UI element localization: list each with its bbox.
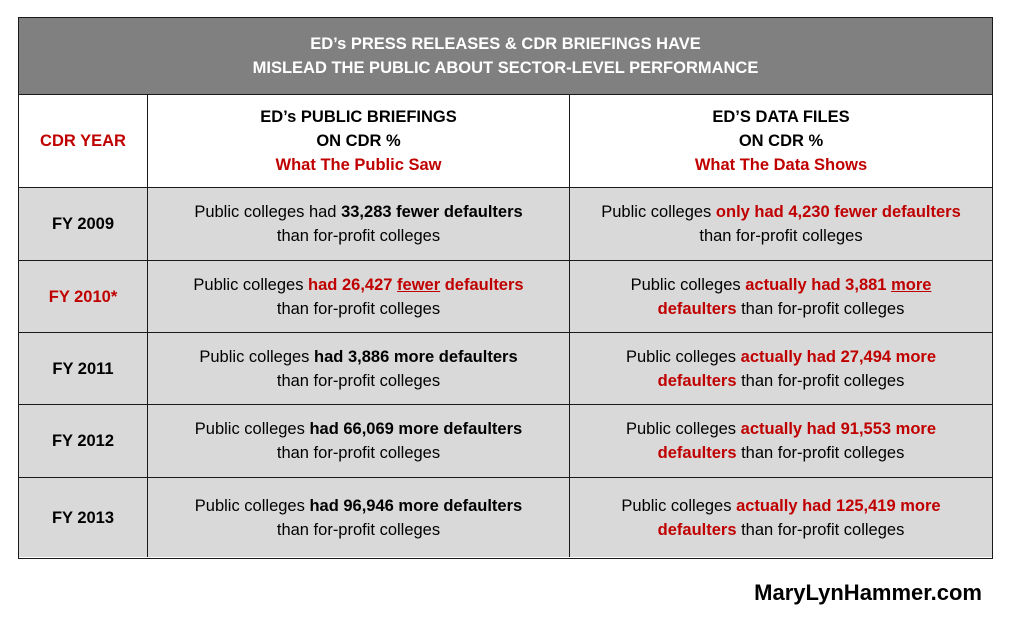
data-figure-tail: defaulters bbox=[657, 444, 737, 462]
data-text: Public colleges bbox=[625, 420, 741, 438]
briefing-line2: than for-profit colleges bbox=[276, 227, 441, 245]
header-briefings-sub: What The Public Saw bbox=[275, 156, 442, 174]
data-figure-tail: defaulters bbox=[657, 520, 737, 539]
year-cell: FY 2009 bbox=[19, 188, 148, 260]
briefing-cell: Public colleges had 3,886 more defaulter… bbox=[148, 333, 570, 404]
briefing-text: Public colleges bbox=[194, 420, 310, 438]
site-watermark: MaryLynHammer.com bbox=[754, 580, 982, 605]
briefing-text: Public colleges bbox=[194, 496, 310, 515]
data-line2: than for-profit colleges bbox=[699, 227, 863, 245]
header-briefings-line2: ON CDR % bbox=[316, 132, 401, 150]
data-text-tail: than for-profit colleges bbox=[736, 520, 905, 539]
data-figure: only had 4,230 fewer defaulters bbox=[715, 203, 961, 221]
briefing-line2: than for-profit colleges bbox=[276, 520, 441, 539]
header-year: CDR YEAR bbox=[19, 95, 148, 187]
data-line1: Public colleges actually had 125,419 mor… bbox=[621, 494, 940, 518]
briefing-line1: Public colleges had 66,069 more defaulte… bbox=[195, 417, 522, 441]
header-datafiles-sub: What The Data Shows bbox=[694, 156, 868, 174]
title-line-2: MISLEAD THE PUBLIC ABOUT SECTOR-LEVEL PE… bbox=[252, 59, 759, 77]
briefing-line2: than for-profit colleges bbox=[276, 371, 441, 390]
table-title: ED’s PRESS RELEASES & CDR BRIEFINGS HAVE… bbox=[19, 18, 992, 95]
briefing-line1: Public colleges had 26,427 fewer default… bbox=[193, 273, 523, 297]
data-figure: actually had 125,419 more bbox=[736, 496, 941, 515]
data-line1: Public colleges actually had 3,881 more bbox=[631, 273, 932, 297]
year-cell: FY 2013 bbox=[19, 478, 148, 557]
header-briefings: ED’s PUBLIC BRIEFINGS ON CDR % What The … bbox=[148, 95, 570, 187]
briefing-line2: than for-profit colleges bbox=[276, 444, 441, 462]
year-cell: FY 2010* bbox=[19, 261, 148, 332]
briefing-cell: Public colleges had 26,427 fewer default… bbox=[148, 261, 570, 332]
data-text: Public colleges bbox=[630, 275, 746, 294]
cdr-comparison-table: ED’s PRESS RELEASES & CDR BRIEFINGS HAVE… bbox=[18, 17, 993, 559]
briefing-figure: had 96,946 more defaulters bbox=[309, 496, 523, 515]
briefing-figure-tail: defaulters bbox=[440, 275, 524, 294]
briefing-figure: had 3,886 more defaulters bbox=[314, 347, 518, 366]
data-cell: Public colleges actually had 125,419 mor… bbox=[570, 478, 992, 557]
briefing-figure: had 26,427 bbox=[308, 275, 398, 294]
briefing-line1: Public colleges had 3,886 more defaulter… bbox=[199, 345, 517, 369]
table-row: FY 2009 Public colleges had 33,283 fewer… bbox=[19, 188, 992, 261]
data-text-tail: than for-profit colleges bbox=[736, 444, 905, 462]
header-datafiles-line1: ED’S DATA FILES bbox=[712, 108, 850, 126]
data-underlined: more bbox=[891, 275, 932, 294]
data-cell: Public colleges only had 4,230 fewer def… bbox=[570, 188, 992, 260]
data-cell: Public colleges actually had 3,881 more … bbox=[570, 261, 992, 332]
data-text: Public colleges bbox=[625, 347, 741, 366]
data-text-tail: than for-profit colleges bbox=[736, 371, 905, 390]
briefing-cell: Public colleges had 66,069 more defaulte… bbox=[148, 405, 570, 477]
year-text: FY 2010* bbox=[48, 287, 118, 306]
table-row: FY 2010* Public colleges had 26,427 fewe… bbox=[19, 261, 992, 333]
data-line2: defaulters than for-profit colleges bbox=[658, 518, 905, 542]
briefing-text: Public colleges bbox=[193, 275, 309, 294]
data-text-tail: than for-profit colleges bbox=[736, 299, 905, 318]
data-figure: actually had 3,881 bbox=[745, 275, 892, 294]
briefing-text: Public colleges had bbox=[194, 203, 342, 221]
briefing-figure: had 66,069 more defaulters bbox=[309, 420, 523, 438]
data-cell: Public colleges actually had 27,494 more… bbox=[570, 333, 992, 404]
table-row: FY 2011 Public colleges had 3,886 more d… bbox=[19, 333, 992, 405]
briefing-line2: than for-profit colleges bbox=[276, 299, 441, 318]
briefing-figure: 33,283 fewer defaulters bbox=[341, 203, 523, 221]
data-figure: actually had 91,553 more bbox=[740, 420, 936, 438]
header-briefings-line1: ED’s PUBLIC BRIEFINGS bbox=[260, 108, 457, 126]
data-figure: actually had 27,494 more bbox=[740, 347, 936, 366]
data-cell: Public colleges actually had 91,553 more… bbox=[570, 405, 992, 477]
header-datafiles: ED’S DATA FILES ON CDR % What The Data S… bbox=[570, 95, 992, 187]
briefing-line1: Public colleges had 96,946 more defaulte… bbox=[195, 494, 522, 518]
data-figure-tail: defaulters bbox=[657, 299, 737, 318]
data-line2: defaulters than for-profit colleges bbox=[658, 369, 905, 393]
data-text: Public colleges bbox=[621, 496, 737, 515]
data-line2: defaulters than for-profit colleges bbox=[658, 441, 905, 465]
briefing-underlined: fewer bbox=[397, 275, 441, 294]
briefing-text: Public colleges bbox=[199, 347, 315, 366]
data-line1: Public colleges actually had 27,494 more bbox=[626, 345, 936, 369]
data-line1: Public colleges only had 4,230 fewer def… bbox=[601, 200, 961, 224]
data-line1: Public colleges actually had 91,553 more bbox=[626, 417, 936, 441]
title-line-1: ED’s PRESS RELEASES & CDR BRIEFINGS HAVE bbox=[310, 35, 701, 53]
year-cell: FY 2011 bbox=[19, 333, 148, 404]
table-row: FY 2012 Public colleges had 66,069 more … bbox=[19, 405, 992, 478]
data-figure-tail: defaulters bbox=[657, 371, 737, 390]
data-text: Public colleges bbox=[601, 203, 716, 221]
briefing-line1: Public colleges had 33,283 fewer default… bbox=[194, 200, 522, 224]
briefing-cell: Public colleges had 33,283 fewer default… bbox=[148, 188, 570, 260]
data-line2: defaulters than for-profit colleges bbox=[658, 297, 905, 321]
table-row: FY 2013 Public colleges had 96,946 more … bbox=[19, 478, 992, 557]
header-year-label: CDR YEAR bbox=[40, 132, 126, 150]
header-row: CDR YEAR ED’s PUBLIC BRIEFINGS ON CDR % … bbox=[19, 95, 992, 188]
header-datafiles-line2: ON CDR % bbox=[738, 132, 824, 150]
year-cell: FY 2012 bbox=[19, 405, 148, 477]
briefing-cell: Public colleges had 96,946 more defaulte… bbox=[148, 478, 570, 557]
